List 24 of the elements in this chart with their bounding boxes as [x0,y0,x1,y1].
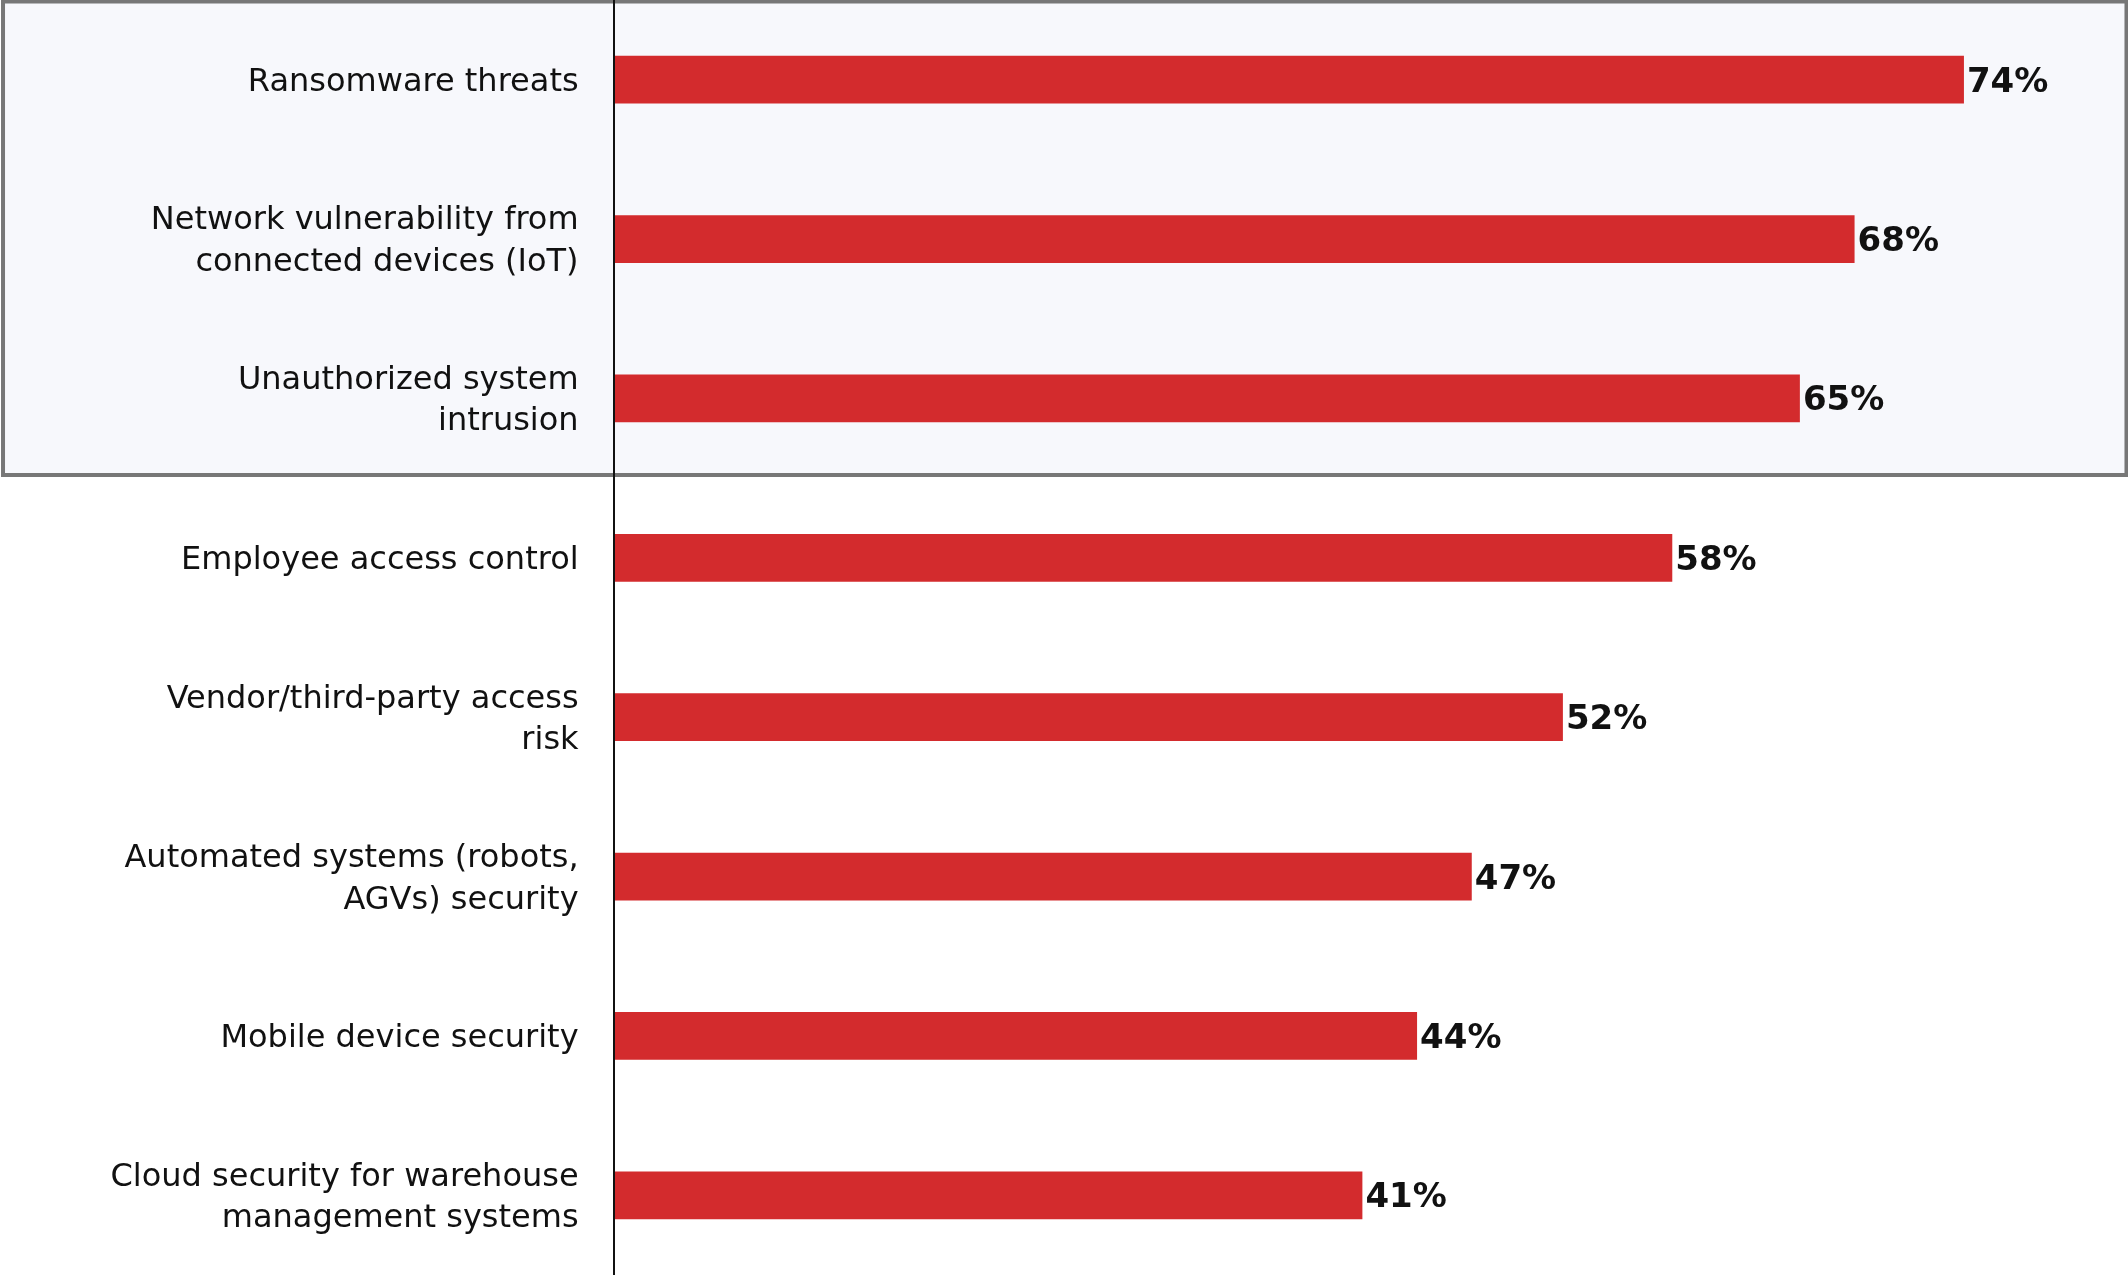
y-tick-label: Employee access control [181,539,579,578]
y-tick-label: Network vulnerability from connected devices (IoT) [150,199,579,280]
y-tick-label: Vendor/third-party access risk [166,677,580,758]
bar [615,1012,1418,1060]
y-tick-label: Cloud security for warehouse management systems [110,1155,579,1236]
bar [615,1171,1363,1220]
bar [615,215,1855,263]
data-label: 41% [1365,1175,1447,1216]
bar [615,55,1964,104]
data-label: 68% [1857,219,1939,260]
bar [615,693,1563,742]
y-tick-label: Mobile device security [220,1017,579,1056]
bar [615,852,1472,901]
y-tick-label: Ransomware threats [247,60,579,99]
data-label: 74% [1966,59,2049,100]
data-label: 47% [1474,856,1557,897]
data-label: 65% [1802,378,1885,419]
data-label: 52% [1565,697,1648,738]
data-label: 58% [1675,537,1757,578]
y-tick-label: Automated systems (robots, AGVs) security [124,836,579,917]
bar [615,374,1800,423]
data-label: 44% [1420,1015,1502,1056]
y-tick-label: Unauthorized system intrusion [237,358,579,439]
bar [615,533,1673,582]
